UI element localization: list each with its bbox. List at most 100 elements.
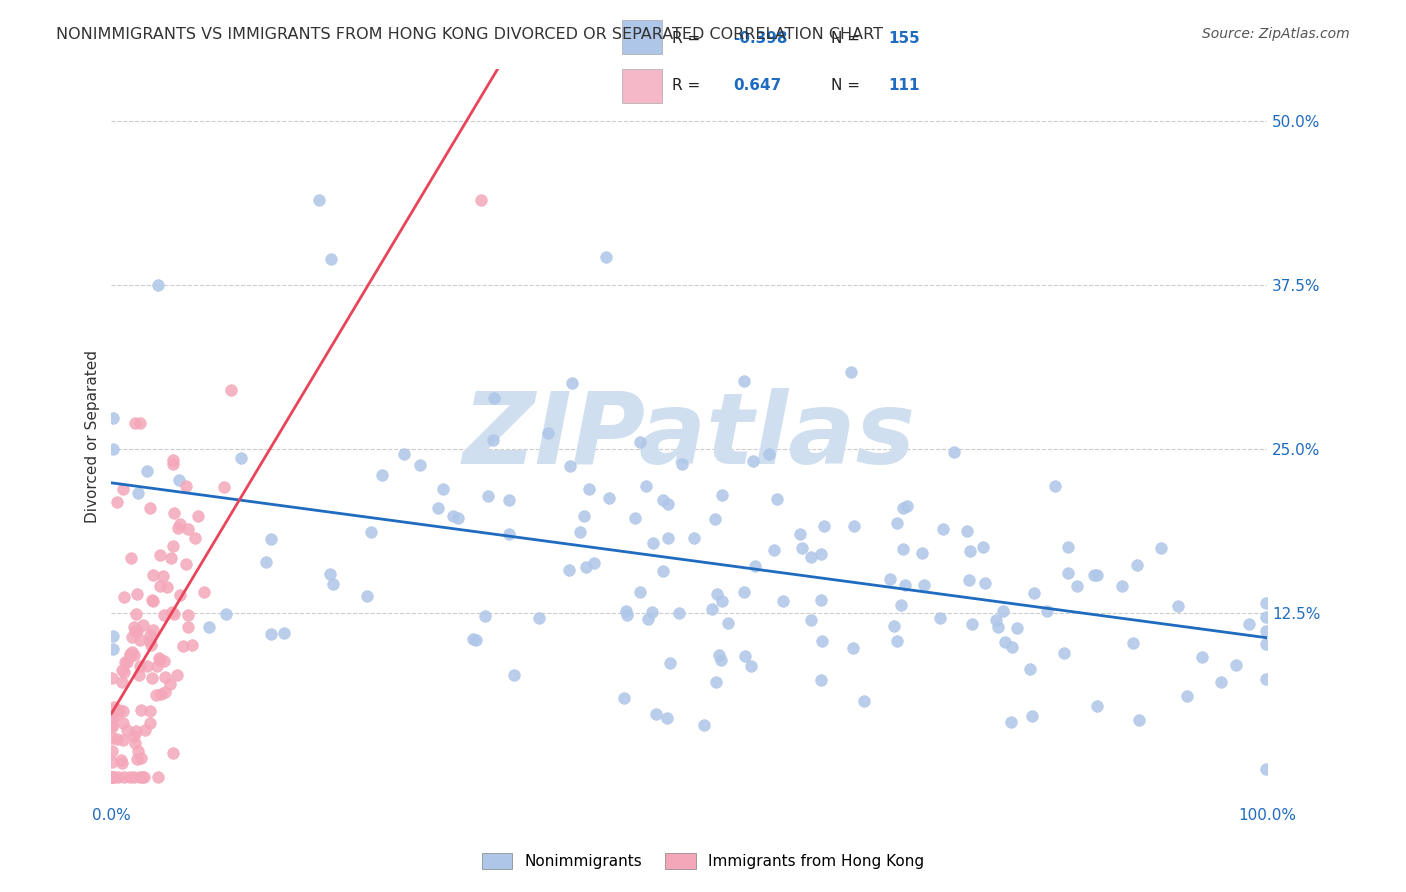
Point: [1005, 621, 1028, 635]
Point: [134, 723, 156, 737]
Point: [839, 365, 862, 379]
Point: [127, 486, 149, 500]
Point: [132, 770, 155, 784]
Point: [614, 604, 637, 618]
Point: [111, 756, 134, 770]
Point: [112, 770, 135, 784]
Point: [122, 770, 145, 784]
Point: [668, 607, 690, 621]
Point: [503, 667, 526, 681]
Point: [187, 509, 209, 524]
Point: [482, 433, 505, 447]
Text: N =: N =: [831, 78, 865, 94]
Point: [984, 613, 1007, 627]
Point: [957, 573, 980, 587]
Point: [1122, 635, 1144, 649]
Point: [1256, 637, 1278, 651]
Point: [464, 633, 486, 648]
Point: [1085, 567, 1108, 582]
Point: [1209, 675, 1232, 690]
Point: [112, 591, 135, 605]
Point: [152, 568, 174, 582]
Point: [733, 374, 755, 388]
Point: [461, 632, 484, 647]
Point: [148, 650, 170, 665]
Point: [561, 376, 583, 391]
Point: [616, 607, 638, 622]
Point: [1035, 605, 1057, 619]
Point: [131, 617, 153, 632]
Point: [1056, 541, 1078, 555]
Text: -0.398: -0.398: [733, 31, 787, 46]
Point: [879, 573, 901, 587]
Point: [254, 555, 277, 569]
Point: [139, 638, 162, 652]
Point: [118, 647, 141, 661]
Point: [127, 624, 149, 638]
Point: [111, 675, 134, 690]
Point: [146, 278, 169, 293]
Point: [704, 675, 727, 690]
Point: [844, 519, 866, 533]
Point: [1111, 579, 1133, 593]
Point: [912, 577, 935, 591]
Point: [360, 524, 382, 539]
Point: [124, 416, 146, 430]
Point: [169, 588, 191, 602]
Point: [118, 770, 141, 784]
Point: [101, 411, 124, 425]
Point: [142, 594, 165, 608]
Point: [890, 599, 912, 613]
Point: [477, 489, 499, 503]
Point: [582, 556, 605, 570]
Point: [1191, 649, 1213, 664]
Point: [1053, 646, 1076, 660]
Point: [810, 547, 832, 561]
Point: [160, 605, 183, 619]
Point: [842, 641, 865, 656]
Point: [527, 611, 550, 625]
Point: [212, 480, 235, 494]
Point: [181, 639, 204, 653]
Point: [139, 633, 162, 648]
Point: [127, 744, 149, 758]
Point: [105, 732, 128, 747]
Point: [198, 620, 221, 634]
Point: [125, 724, 148, 739]
Point: [558, 458, 581, 473]
Point: [371, 467, 394, 482]
Point: [100, 712, 122, 726]
Point: [177, 522, 200, 536]
Point: [149, 548, 172, 562]
Point: [595, 250, 617, 264]
Point: [166, 521, 188, 535]
Point: [150, 687, 173, 701]
Point: [711, 488, 734, 502]
Point: [111, 663, 134, 677]
Point: [167, 473, 190, 487]
Point: [1256, 762, 1278, 776]
Point: [558, 563, 581, 577]
Point: [103, 770, 125, 784]
Text: R =: R =: [672, 31, 706, 46]
Point: [911, 546, 934, 560]
Point: [101, 642, 124, 657]
Point: [115, 723, 138, 738]
Point: [128, 770, 150, 784]
Point: [100, 770, 122, 784]
Point: [177, 620, 200, 634]
Point: [120, 551, 142, 566]
Point: [657, 497, 679, 511]
Point: [717, 615, 740, 630]
Point: [1126, 558, 1149, 573]
Point: [572, 508, 595, 523]
Point: [891, 501, 914, 516]
Legend: Nonimmigrants, Immigrants from Hong Kong: Nonimmigrants, Immigrants from Hong Kong: [475, 847, 931, 875]
Point: [734, 649, 756, 664]
Point: [128, 658, 150, 673]
Point: [628, 434, 651, 449]
Point: [128, 667, 150, 681]
Point: [1024, 586, 1046, 600]
Point: [1056, 566, 1078, 580]
Point: [159, 676, 181, 690]
